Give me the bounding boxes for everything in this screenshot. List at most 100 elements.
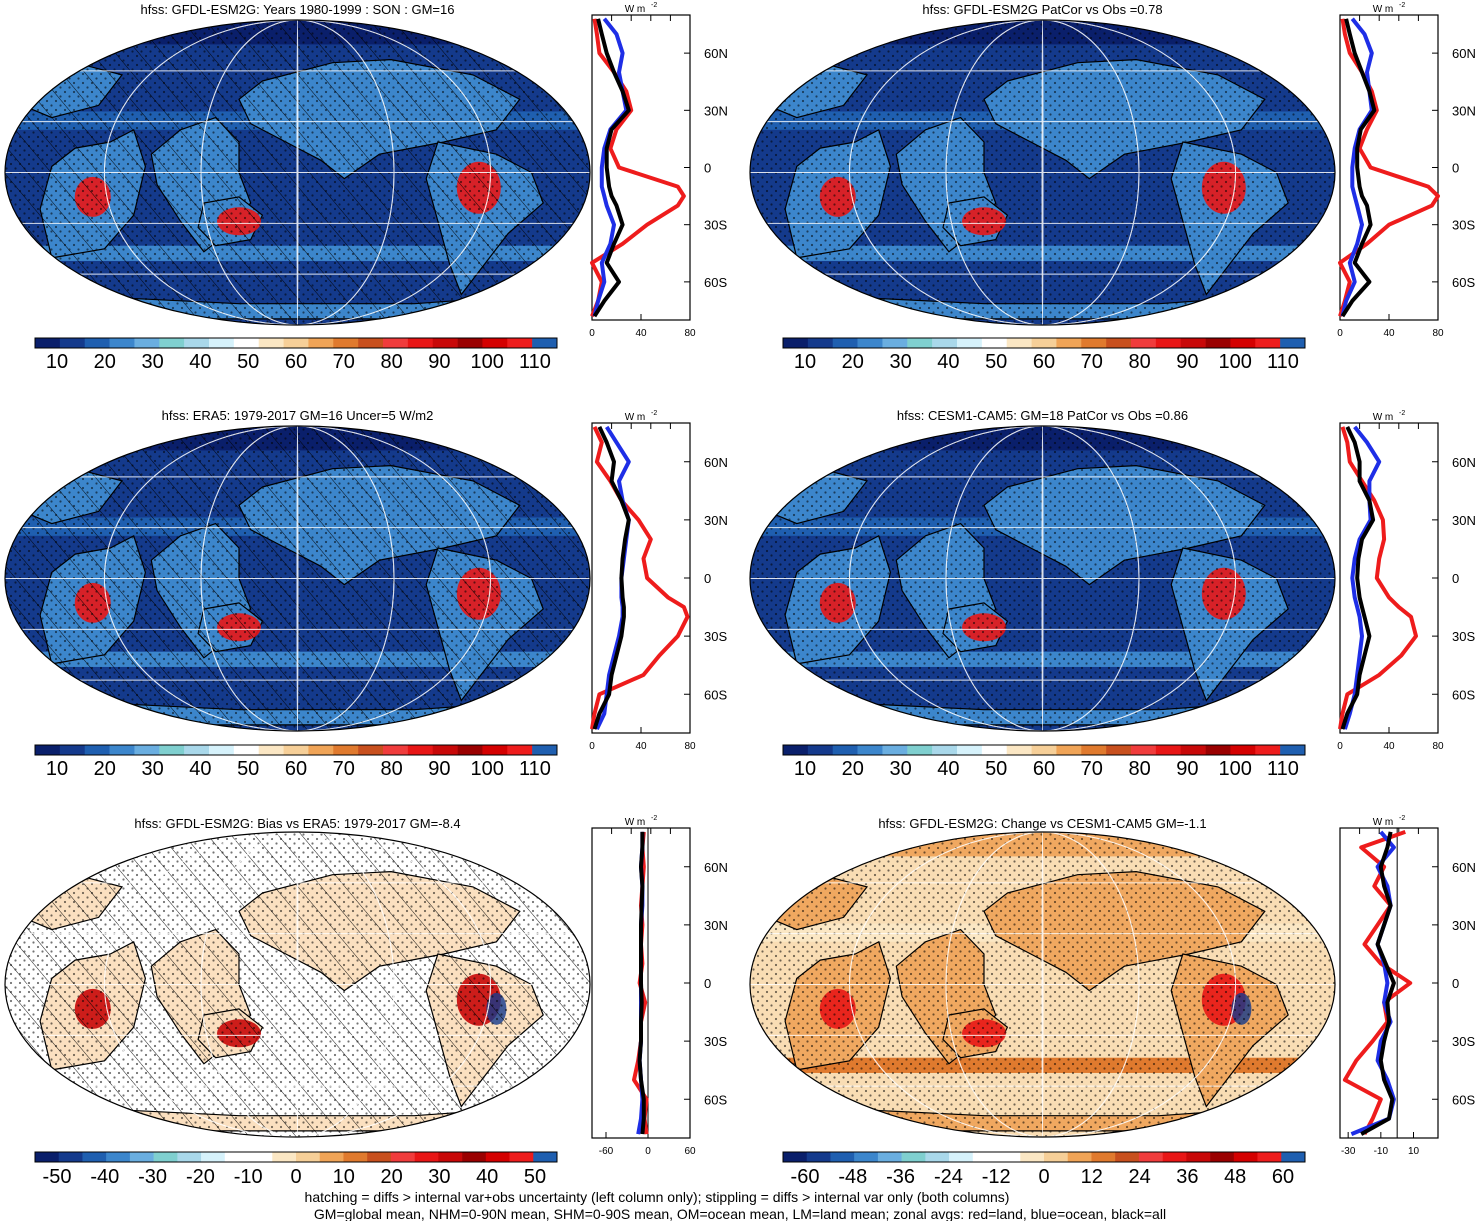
colorbar-bin xyxy=(333,745,359,755)
profile-lat-label: 30N xyxy=(704,103,728,118)
colorbar-bin xyxy=(1131,338,1157,348)
graticule-lon xyxy=(848,20,1237,325)
profile-unit-exponent: -2 xyxy=(1399,815,1405,822)
profile-x-label: 80 xyxy=(1432,741,1444,752)
colorbar-tick-label: 12 xyxy=(1081,1166,1103,1188)
profile-x-label: -10 xyxy=(1374,1146,1389,1157)
colorbar-tick-label: 50 xyxy=(985,758,1007,780)
profile-x-label: 40 xyxy=(635,328,647,339)
colorbar-tick-label: 110 xyxy=(519,758,551,780)
colorbar-bin xyxy=(509,1152,534,1162)
colorbar-bin xyxy=(1091,1152,1116,1162)
graticule-lon xyxy=(103,20,492,325)
colorbar-tick-label: -48 xyxy=(838,1166,867,1188)
colorbar-bin xyxy=(1106,338,1132,348)
colorbar-bin xyxy=(258,745,284,755)
colorbar-bin xyxy=(358,338,384,348)
colorbar-tick-label: 60 xyxy=(1033,758,1055,780)
colorbar-tick-label: 40 xyxy=(937,351,959,373)
colorbar-bin xyxy=(485,1152,510,1162)
colorbar-bin xyxy=(1056,338,1082,348)
colorbar-bin xyxy=(807,745,834,755)
colorbar-bin xyxy=(1106,745,1132,755)
colorbar-bin xyxy=(308,338,334,348)
colorbar-bin xyxy=(184,745,210,755)
colorbar-frame xyxy=(34,1151,558,1163)
colorbar-tick-label: 24 xyxy=(1128,1166,1150,1188)
ocean-profile-line xyxy=(1340,17,1374,317)
panel-title: hfss: GFDL-ESM2G: Bias vs ERA5: 1979-201… xyxy=(134,816,460,831)
colorbar-bin xyxy=(932,338,958,348)
colorbar-bin xyxy=(957,745,983,755)
colorbar-tick-label: -40 xyxy=(90,1166,119,1188)
colorbar-bin xyxy=(1230,745,1256,755)
colorbar-bin xyxy=(109,338,135,348)
profile-x-label: 0 xyxy=(1337,328,1343,339)
graticule-lon xyxy=(200,20,395,325)
map-outline xyxy=(749,831,1336,1138)
colorbar-bin xyxy=(996,1152,1021,1162)
colorbar-bin xyxy=(482,745,508,755)
map-outline xyxy=(4,19,591,326)
profile-lat-label: 30S xyxy=(704,629,727,644)
colorbar-tick-label: -10 xyxy=(234,1166,263,1188)
profile-unit-label: W m xyxy=(625,412,646,423)
colorbar-bin xyxy=(533,1152,558,1162)
colorbar-tick-label: 70 xyxy=(1081,758,1103,780)
panel-title: hfss: GFDL-ESM2G: Change vs CESM1-CAM5 G… xyxy=(878,816,1206,831)
profile-unit-exponent: -2 xyxy=(651,410,657,417)
graticule-lon xyxy=(945,832,1140,1137)
profile-lat-label: 0 xyxy=(1452,161,1459,176)
profile-unit-exponent: -2 xyxy=(1399,2,1405,9)
profile-lat-label: 60S xyxy=(704,275,727,290)
graticule-lon xyxy=(200,832,395,1137)
colorbar-bin xyxy=(462,1152,487,1162)
colorbar-tick-label: 100 xyxy=(471,758,504,780)
colorbar-tick-label: 100 xyxy=(1219,351,1252,373)
colorbar-bin xyxy=(877,1152,902,1162)
colorbar-tick-label: 110 xyxy=(1267,351,1299,373)
colorbar-bin xyxy=(783,745,809,755)
zonal-profile: W m -2 60N 30N 0 30S 60S -30 -10 10 xyxy=(1339,815,1476,1157)
colorbar-bin xyxy=(233,338,260,348)
map-outline xyxy=(749,425,1336,732)
colorbar-bin xyxy=(1186,1152,1211,1162)
map-graticule xyxy=(750,832,1335,1137)
colorbar-bin xyxy=(1044,1152,1069,1162)
profile-lat-label: 60S xyxy=(1452,275,1475,290)
colorbar-bin xyxy=(1115,1152,1140,1162)
colorbar-bin xyxy=(507,338,533,348)
map-body xyxy=(750,832,1335,1137)
zonal-profile: W m -2 60N 30N 0 30S 60S 0 40 80 xyxy=(589,2,728,339)
colorbar-bin xyxy=(1233,1152,1258,1162)
profile-lat-label: 60N xyxy=(704,46,728,61)
colorbar-tick-label: 60 xyxy=(285,351,307,373)
ocean-profile-line xyxy=(592,17,629,317)
colorbar-bin xyxy=(854,1152,879,1162)
profile-lat-label: 60N xyxy=(1452,455,1476,470)
colorbar-bin xyxy=(283,338,309,348)
colorbar-tick-label: 10 xyxy=(333,1166,355,1188)
colorbar-bin xyxy=(1180,338,1206,348)
map-body xyxy=(5,832,590,1137)
profile-lat-label: 30S xyxy=(1452,1034,1475,1049)
zonal-profile: W m -2 60N 30N 0 30S 60S 0 40 80 xyxy=(1337,410,1476,752)
graticule-lon xyxy=(103,426,492,731)
colorbar-tick-label: -12 xyxy=(982,1166,1011,1188)
panel-title: hfss: ERA5: 1979-2017 GM=16 Uncer=5 W/m2 xyxy=(162,408,434,423)
colorbar-tick-label: 70 xyxy=(333,758,355,780)
colorbar-bin xyxy=(35,1152,60,1162)
profile-lat-label: 60N xyxy=(1452,46,1476,61)
colorbar-bin xyxy=(857,745,883,755)
colorbar-bin xyxy=(358,745,384,755)
colorbar-bin xyxy=(109,745,135,755)
colorbar-bin xyxy=(957,338,983,348)
colorbar-bin xyxy=(857,338,883,348)
colorbar-frame xyxy=(34,744,558,756)
map-graticule xyxy=(5,426,590,731)
colorbar-tick-label: 60 xyxy=(1033,351,1055,373)
colorbar-bin xyxy=(35,745,61,755)
profile-x-label: 0 xyxy=(645,1146,651,1157)
colorbar-bin xyxy=(1280,745,1306,755)
colorbar-bin xyxy=(201,1152,226,1162)
